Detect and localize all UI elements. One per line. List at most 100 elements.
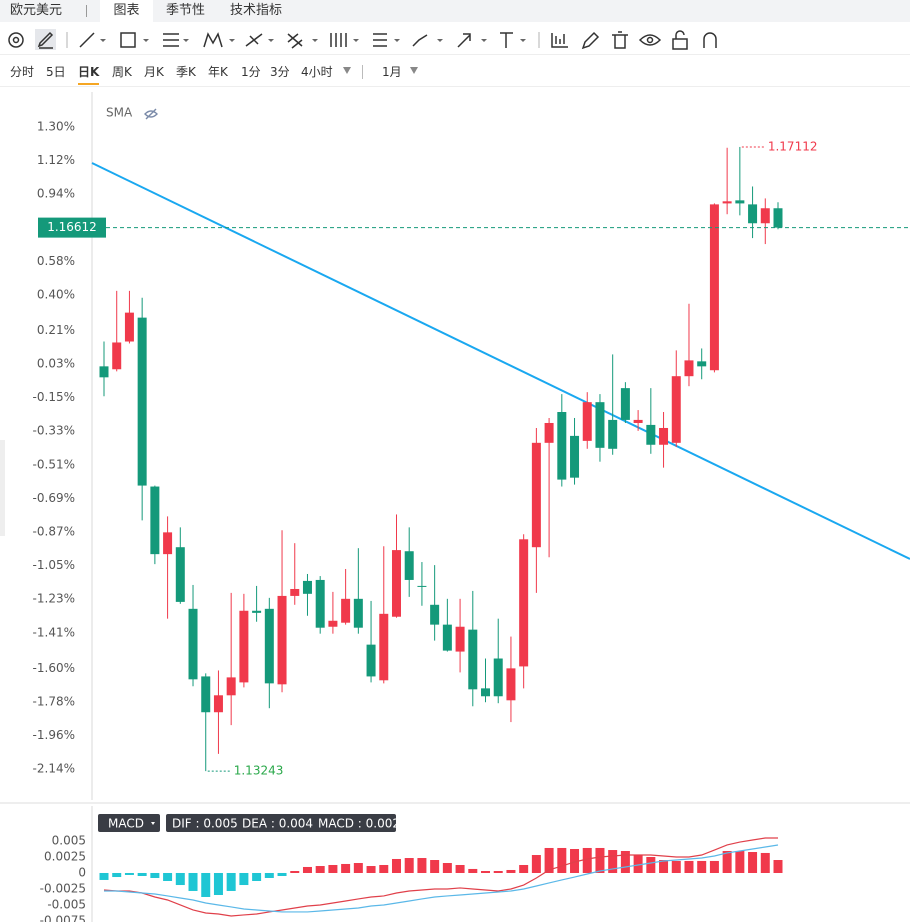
tool-projection[interactable] <box>245 33 274 47</box>
period[interactable]: 3分 <box>270 65 290 79</box>
tab[interactable]: 技术指标 <box>230 3 283 18</box>
tool-range[interactable] <box>373 33 400 47</box>
readout-box <box>166 814 396 832</box>
side-handle[interactable] <box>0 440 5 536</box>
candle-body <box>582 402 592 441</box>
candle-body <box>379 613 389 681</box>
macd-bar <box>506 869 516 873</box>
period[interactable]: 日K <box>78 63 100 85</box>
macd-bar <box>328 864 338 873</box>
y-tick-label: -0.51% <box>33 457 75 471</box>
tool-line[interactable] <box>79 32 106 48</box>
toolbar <box>0 29 910 55</box>
tool-pen[interactable] <box>35 29 56 50</box>
tool-brush[interactable] <box>412 34 443 47</box>
dropdown-arrow[interactable] <box>410 67 418 74</box>
period[interactable]: 年K <box>208 65 228 79</box>
low-label: 1.13243 <box>234 764 284 778</box>
candle-body <box>735 200 745 204</box>
y-tick-label: 0 <box>78 865 86 879</box>
tool-fib[interactable] <box>163 33 189 47</box>
high-label: 1.17112 <box>768 139 818 153</box>
macd-bar <box>595 847 605 873</box>
tool-magnet-snap[interactable] <box>703 32 717 48</box>
macd-bar <box>722 850 732 873</box>
macd-bar <box>582 847 592 873</box>
candle-body <box>531 442 541 548</box>
macd-bar <box>213 872 223 896</box>
tab[interactable]: 图表 <box>100 0 153 22</box>
y-tick-label: -0.15% <box>33 390 75 404</box>
tool-arrow[interactable] <box>457 33 487 48</box>
candle-body <box>570 435 580 478</box>
candle-body <box>315 579 325 628</box>
dropdown-arrow[interactable] <box>343 67 351 74</box>
symbol: 欧元美元 <box>10 3 63 18</box>
tool-magnet[interactable] <box>8 32 24 48</box>
macd-bar <box>239 872 249 886</box>
last-price-label: 1.16612 <box>47 220 97 234</box>
separator <box>362 65 363 79</box>
y-tick-label: 0.0025 <box>44 849 86 863</box>
tool-delete[interactable] <box>612 31 628 49</box>
macd-bar <box>570 849 580 873</box>
macd-bar <box>684 860 694 873</box>
tool-rect[interactable] <box>120 32 149 48</box>
period[interactable]: 周K <box>112 65 132 79</box>
candle-body <box>417 585 427 587</box>
macd-bar <box>341 863 351 873</box>
macd-bar <box>544 847 554 873</box>
candle-body <box>557 412 567 480</box>
tool-cross[interactable] <box>287 33 318 49</box>
y-tick-label: -0.33% <box>33 424 75 438</box>
macd-bar <box>748 852 758 873</box>
macd-bar <box>150 872 160 878</box>
candle-body <box>748 204 758 224</box>
indicator-select-label[interactable]: MACD <box>108 817 144 831</box>
candle-body <box>302 580 312 594</box>
tool-stats[interactable] <box>551 33 568 48</box>
macd-bar <box>137 872 147 876</box>
candle-body <box>455 626 465 652</box>
period-bar: 分时 5日 日K 周K 月K 季K 年K 1分 3分 4小时 1月 <box>0 56 910 87</box>
eye-icon[interactable] <box>144 108 158 120</box>
y-tick-label: -0.005 <box>47 897 86 911</box>
candle-body <box>99 366 109 378</box>
trend-line[interactable] <box>91 162 910 560</box>
macd-bar <box>124 872 134 875</box>
candle-body <box>595 402 605 448</box>
y-tick-label: -1.23% <box>33 592 75 606</box>
period[interactable]: 5日 <box>46 65 66 79</box>
dropdown-arrow <box>151 822 155 825</box>
period[interactable]: 季K <box>176 65 196 79</box>
candle-body <box>773 208 783 228</box>
separator <box>86 5 87 17</box>
period[interactable]: 1月 <box>382 65 402 79</box>
candle-body <box>404 551 414 580</box>
candle-body <box>353 598 363 628</box>
period[interactable]: 1分 <box>241 65 261 79</box>
period[interactable]: 月K <box>144 65 164 79</box>
readout: MACD : 0.002 <box>318 817 400 831</box>
tool-bars[interactable] <box>330 33 359 47</box>
period[interactable]: 4小时 <box>301 65 333 79</box>
macd-bar <box>773 860 783 873</box>
tool-pattern[interactable] <box>203 32 235 48</box>
tool-text[interactable] <box>500 32 526 48</box>
macd-bar <box>404 858 414 873</box>
tool-edit[interactable] <box>581 31 600 50</box>
y-tick-label: 1.30% <box>37 119 75 133</box>
indicator-select[interactable] <box>98 814 160 832</box>
indicator-label: SMA <box>106 106 133 120</box>
macd-bar <box>468 868 478 873</box>
macd-bar <box>531 855 541 873</box>
macd-bar <box>277 872 287 876</box>
y-tick-label: -1.60% <box>33 661 75 675</box>
macd-bar <box>290 871 300 873</box>
tab[interactable]: 季节性 <box>166 3 206 18</box>
macd-bar <box>493 871 503 873</box>
tool-visibility[interactable] <box>638 34 662 46</box>
period[interactable]: 分时 <box>10 65 35 79</box>
tool-lock[interactable] <box>672 30 688 50</box>
